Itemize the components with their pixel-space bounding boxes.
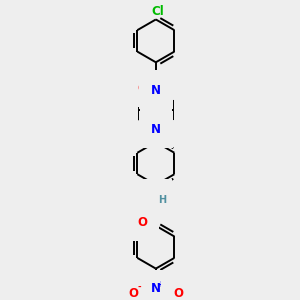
Text: N: N <box>151 84 161 97</box>
Text: O: O <box>137 216 147 230</box>
Text: H: H <box>159 196 167 206</box>
Text: Cl: Cl <box>152 5 164 18</box>
Text: -: - <box>137 283 141 292</box>
Text: O: O <box>173 287 183 300</box>
Text: N: N <box>151 123 161 136</box>
Text: N: N <box>151 282 161 295</box>
Text: +: + <box>158 280 164 289</box>
Text: O: O <box>137 82 147 95</box>
Text: O: O <box>128 287 139 300</box>
Text: N: N <box>151 84 161 97</box>
Text: N: N <box>150 191 160 204</box>
